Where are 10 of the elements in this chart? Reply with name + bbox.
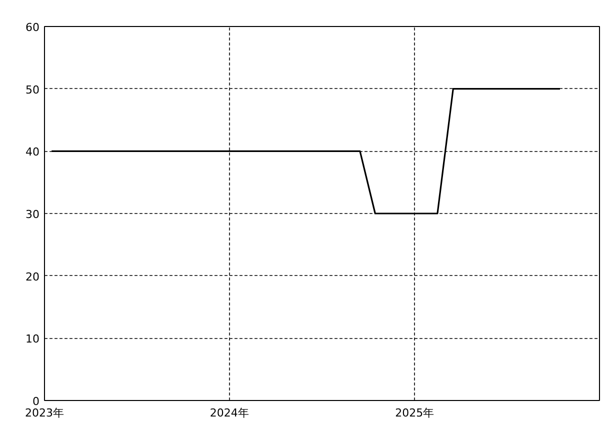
y-tick-label: 30	[26, 208, 40, 221]
x-tick-label: 2025年	[395, 406, 434, 420]
y-tick-label: 40	[26, 146, 40, 159]
y-tick-label: 50	[26, 83, 40, 96]
x-tick-label: 2023年	[25, 406, 64, 420]
y-tick-label: 0	[32, 395, 40, 408]
y-tick-label: 60	[26, 21, 40, 34]
y-tick-label: 10	[26, 332, 40, 346]
y-tick-label: 20	[26, 270, 40, 284]
x-tick-label: 2024年	[210, 406, 249, 420]
